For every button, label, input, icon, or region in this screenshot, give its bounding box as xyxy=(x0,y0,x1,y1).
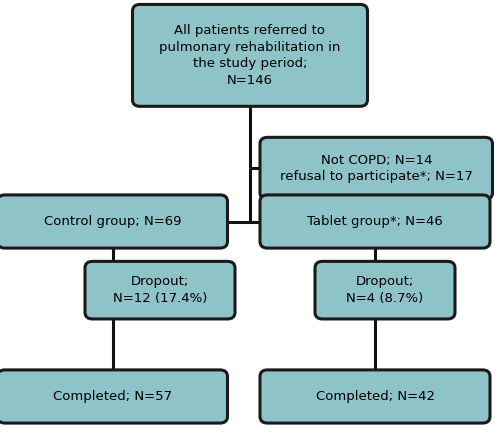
FancyBboxPatch shape xyxy=(260,370,490,423)
FancyBboxPatch shape xyxy=(260,137,492,199)
Text: Tablet group*; N=46: Tablet group*; N=46 xyxy=(307,215,443,228)
Text: Dropout;
N=12 (17.4%): Dropout; N=12 (17.4%) xyxy=(113,276,207,305)
FancyBboxPatch shape xyxy=(260,195,490,248)
Text: Completed; N=57: Completed; N=57 xyxy=(53,390,172,403)
FancyBboxPatch shape xyxy=(85,261,235,319)
FancyBboxPatch shape xyxy=(315,261,455,319)
Text: Dropout;
N=4 (8.7%): Dropout; N=4 (8.7%) xyxy=(346,276,424,305)
Text: Control group; N=69: Control group; N=69 xyxy=(44,215,181,228)
FancyBboxPatch shape xyxy=(0,195,228,248)
Text: All patients referred to
pulmonary rehabilitation in
the study period;
N=146: All patients referred to pulmonary rehab… xyxy=(160,24,340,87)
FancyBboxPatch shape xyxy=(132,4,368,106)
Text: Not COPD; N=14
refusal to participate*; N=17: Not COPD; N=14 refusal to participate*; … xyxy=(280,154,472,183)
FancyBboxPatch shape xyxy=(0,370,228,423)
Text: Completed; N=42: Completed; N=42 xyxy=(316,390,434,403)
